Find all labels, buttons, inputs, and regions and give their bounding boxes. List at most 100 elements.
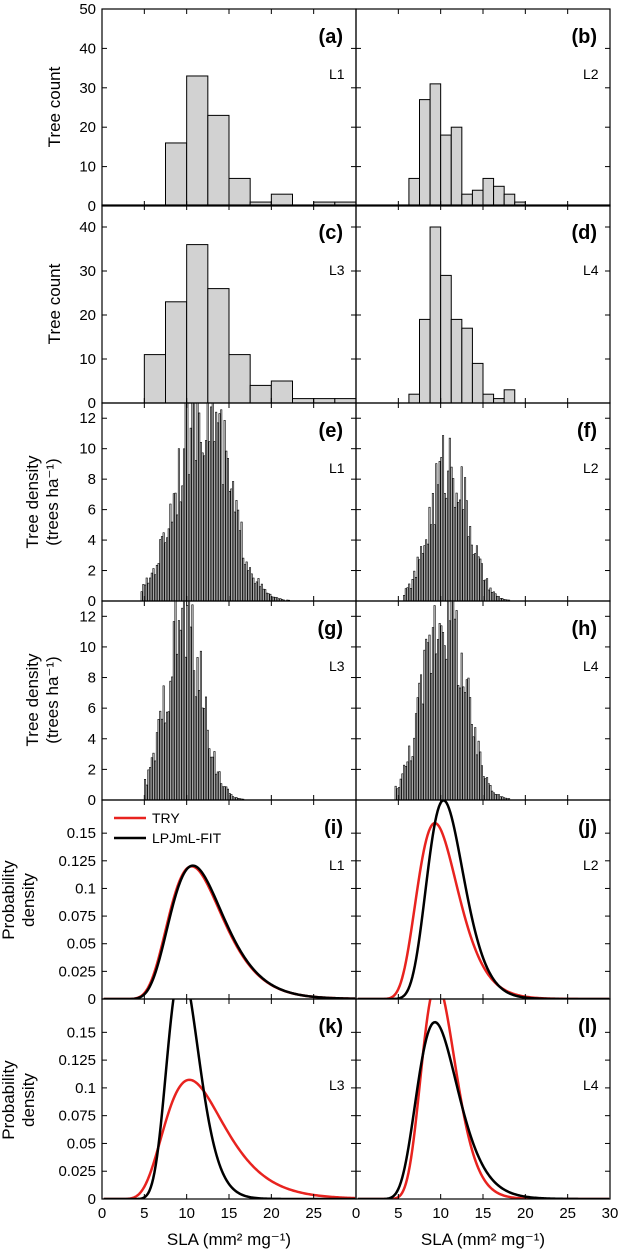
ytick-label-i: 0.15 [67,825,96,842]
bar-e-94 [181,485,184,601]
panel-d: (d) L4 [355,204,611,404]
row-title-prob-2a: Probability [0,1060,18,1140]
bar-f-126 [462,509,465,601]
panel-c-plot [143,244,356,403]
bar-e-130 [211,403,214,601]
bar-g-92 [179,629,182,800]
ytick-label-i: 0.1 [75,880,96,897]
bar-g-56 [149,767,152,800]
bar-e-128 [210,406,213,601]
bar-h-170 [499,796,502,800]
bar-e-90 [177,448,180,601]
bar-e-190 [262,588,265,601]
bar-f-76 [420,546,423,601]
bar-f-56 [403,595,406,601]
bar-e-60 [152,568,155,601]
bar-g-128 [210,756,213,800]
bar-h-162 [492,792,495,800]
xtick-label-right-30: 30 [602,1205,619,1222]
ytick-label-g: 6 [88,700,96,717]
panel-g-plot [144,601,245,800]
bar-a-4 [228,177,251,206]
bar-f-78 [421,553,424,601]
bar-e-104 [189,427,192,601]
bar-h-92 [433,605,436,800]
bar-g-130 [211,756,214,800]
bar-e-140 [220,409,223,601]
ytick-label-e: 4 [88,532,96,549]
ytick-label-k: 0.1 [75,1080,96,1097]
bar-h-84 [426,642,429,800]
bar-g-144 [223,786,226,800]
ytick-label-a: 40 [79,40,96,57]
bar-g-86 [174,601,177,800]
x-axis-title-left: SLA (mm² mg⁻¹) [167,1230,291,1249]
bar-h-132 [467,677,470,800]
bar-e-92 [179,501,182,601]
bar-f-148 [481,563,484,601]
bar-h-88 [430,673,433,800]
panel-g: (g) L3 [101,600,357,801]
ytick-label-k: 0.15 [67,1024,96,1041]
ytick-label-a: 10 [79,159,96,176]
bar-d-2 [419,318,431,403]
series-i-lpjml [103,864,356,999]
bar-h-122 [458,687,461,800]
xtick-label-right-5: 5 [394,1205,402,1222]
bar-g-134 [215,773,218,800]
site-label-j: L2 [583,857,599,873]
bar-e-76 [166,537,169,601]
bar-f-122 [458,499,461,601]
bar-f-106 [445,497,448,601]
bar-f-98 [438,461,441,601]
bar-e-122 [204,440,207,601]
bar-h-168 [497,794,500,800]
bar-f-144 [477,556,480,601]
bar-f-96 [436,484,439,601]
bar-e-160 [237,509,240,601]
bar-f-60 [406,587,409,601]
bar-e-170 [245,561,248,601]
bar-h-124 [460,652,463,800]
bar-g-74 [164,722,167,800]
bar-f-118 [455,492,458,601]
bar-e-120 [203,455,206,601]
panel-letter-b: (b) [571,26,597,48]
bar-h-48 [396,788,399,800]
bar-e-126 [208,441,211,601]
bar-g-78 [167,711,170,800]
panel-letter-d: (d) [571,222,597,244]
bar-b-10 [503,193,516,206]
bar-h-102 [442,632,445,800]
bar-h-166 [496,794,499,800]
panel-l: (l) L4 [355,998,611,1200]
bar-h-114 [452,601,455,800]
bar-e-98 [184,403,187,601]
panel-letter-f: (f) [577,420,597,442]
bar-b-5 [450,126,463,206]
panel-l-plot [357,999,610,1199]
bar-e-158 [235,500,238,601]
ytick-label-g: 8 [88,670,96,687]
bar-e-66 [157,563,160,601]
bar-h-52 [399,778,402,800]
bar-g-50 [144,779,147,800]
bar-e-116 [199,442,202,601]
bar-a-2 [186,75,209,206]
bar-g-96 [182,601,185,800]
bar-h-144 [477,740,480,800]
bar-d-1 [408,393,420,403]
bar-a-3 [207,114,230,206]
series-k-lpjml [103,999,356,1199]
bar-h-46 [394,785,397,800]
bar-b-2 [419,99,431,206]
bar-e-196 [267,593,270,601]
row-title-prob-1b: density [19,873,38,927]
bar-e-192 [264,589,267,601]
bar-b-1 [408,177,420,206]
bar-c-0 [143,354,166,403]
panel-b: (b) L2 [355,8,611,207]
bar-h-134 [469,697,472,800]
bar-e-124 [206,403,209,601]
